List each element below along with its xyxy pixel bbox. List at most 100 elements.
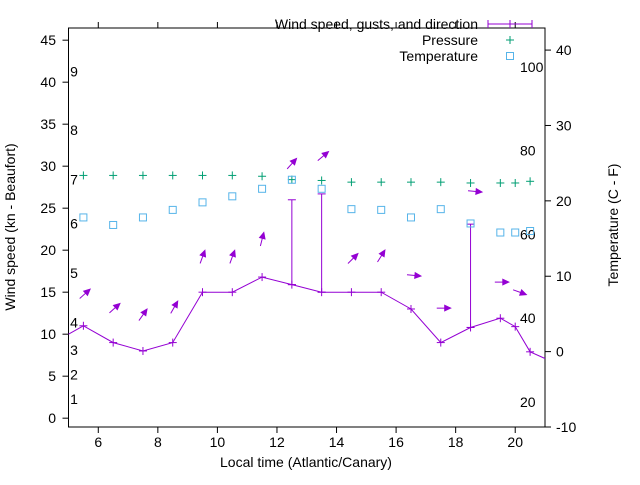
fahrenheit-scale-label: 40	[520, 310, 536, 326]
temperature-point	[228, 192, 237, 201]
legend-label-temperature: Temperature	[399, 48, 478, 64]
beaufort-scale-label: 3	[70, 342, 78, 358]
temperature-point	[168, 205, 177, 214]
wind-direction-arrow-shaft	[79, 292, 86, 299]
y-left-tick-label: 20	[40, 242, 56, 258]
temperature-point	[496, 228, 505, 237]
beaufort-scale-label: 7	[70, 172, 78, 188]
wind-direction-arrow-head	[140, 308, 148, 317]
beaufort-scale-label: 9	[70, 63, 78, 79]
x-tick-label: 20	[507, 434, 523, 450]
wind-direction-arrow-head	[518, 288, 528, 296]
wind-direction-arrow-shaft	[259, 238, 263, 247]
temperature-point	[347, 205, 356, 214]
y-left-tick-label: 15	[40, 284, 56, 300]
x-tick-label: 10	[210, 434, 226, 450]
temperature-point	[79, 213, 88, 222]
y-left-tick-label: 45	[40, 32, 56, 48]
y-right-axis-title: Temperature (C - F)	[605, 164, 621, 287]
beaufort-scale-label: 8	[70, 122, 78, 138]
fahrenheit-scale-label: 100	[520, 59, 544, 75]
wind-direction-arrow-shaft	[377, 254, 383, 263]
data-series	[68, 150, 546, 359]
wind-direction-arrow-shaft	[467, 190, 477, 192]
temperature-point	[317, 184, 326, 193]
beaufort-scale-label: 4	[70, 314, 78, 330]
wind-direction-arrow-head	[321, 150, 330, 159]
wind-direction-arrow-shaft	[170, 306, 176, 314]
beaufort-scale-label: 2	[70, 367, 78, 383]
wind-direction-arrow-head	[378, 249, 386, 258]
wind-direction-arrow-head	[502, 278, 510, 286]
y-right-tick-label: 10	[556, 268, 572, 284]
wind-direction-arrow-shaft	[229, 255, 234, 264]
wind-direction-arrow-shaft	[199, 255, 204, 264]
y-left-tick-label: 30	[40, 158, 56, 174]
axis-ticks: 6 8 10 12 14 16 18 20051015202530354045-1001020…	[40, 22, 576, 450]
legend-label-pressure: Pressure	[422, 32, 478, 48]
y-left-axis-title: Wind speed (kn - Beaufort)	[2, 143, 18, 310]
temperature-point	[436, 205, 445, 214]
wind-direction-arrow-head	[112, 302, 121, 311]
y-left-tick-label: 10	[40, 326, 56, 342]
temperature-point	[198, 198, 207, 207]
fahrenheit-scale-label: 80	[520, 143, 536, 159]
x-tick-label: 6	[94, 434, 102, 450]
y-left-tick-label: 40	[40, 74, 56, 90]
x-tick-label: 12	[269, 434, 285, 450]
x-tick-label: 16	[388, 434, 404, 450]
wind-direction-arrow-head	[289, 157, 298, 166]
y-right-tick-label: 30	[556, 117, 572, 133]
wind-direction-arrow-head	[171, 300, 179, 309]
wind-direction-arrow-shaft	[406, 274, 416, 276]
temperature-point	[511, 228, 520, 237]
temperature-point	[287, 175, 296, 184]
x-tick-label: 14	[329, 434, 345, 450]
y-right-tick-label: 40	[556, 42, 572, 58]
wind-direction-arrow-head	[475, 187, 484, 196]
wind-direction-arrow-shaft	[138, 313, 144, 321]
beaufort-scale-label: 6	[70, 215, 78, 231]
y-left-tick-label: 35	[40, 116, 56, 132]
legend-label-wind: Wind speed, gusts, and direction	[275, 16, 478, 32]
wind-direction-arrow-head	[229, 249, 236, 258]
y-right-tick-label: 0	[556, 344, 564, 360]
temperature-point	[406, 213, 415, 222]
wind-direction-arrow-head	[414, 271, 423, 280]
legend-sample-square	[506, 52, 514, 60]
y-right-tick-label: -10	[556, 419, 576, 435]
plot-border	[68, 27, 546, 428]
y-right-tick-label: 20	[556, 193, 572, 209]
temperature-point	[466, 219, 475, 228]
y-left-tick-label: 0	[48, 410, 56, 426]
wind-direction-arrow-head	[258, 231, 266, 240]
wind-direction-arrow-shaft	[109, 307, 116, 314]
legend: Wind speed, gusts, and direction Pressur…	[275, 16, 533, 64]
y-left-tick-label: 5	[48, 368, 56, 384]
beaufort-scale-label: 5	[70, 265, 78, 281]
wind-direction-arrow-head	[82, 288, 91, 297]
wind-direction-arrow-shaft	[286, 162, 293, 170]
wind-direction-arrow-shaft	[512, 289, 521, 293]
temperature-point	[109, 220, 118, 229]
wind-direction-arrow-head	[444, 304, 452, 312]
x-axis-title: Local time (Atlantic/Canary)	[220, 454, 392, 470]
x-tick-label: 8	[154, 434, 162, 450]
wind-direction-arrow-shaft	[317, 155, 325, 161]
temperature-point	[526, 227, 535, 236]
legend-samples	[487, 20, 533, 60]
temperature-point	[258, 184, 267, 193]
y-left-tick-label: 25	[40, 200, 56, 216]
temperature-point	[377, 205, 386, 214]
wind-direction-arrow-head	[199, 249, 207, 258]
wind-direction-arrow-head	[350, 252, 359, 261]
temperature-point	[138, 213, 147, 222]
fahrenheit-scale-label: 20	[520, 394, 536, 410]
x-tick-label: 18	[448, 434, 464, 450]
wind-direction-arrow-shaft	[347, 257, 354, 264]
beaufort-scale-label: 1	[70, 391, 78, 407]
